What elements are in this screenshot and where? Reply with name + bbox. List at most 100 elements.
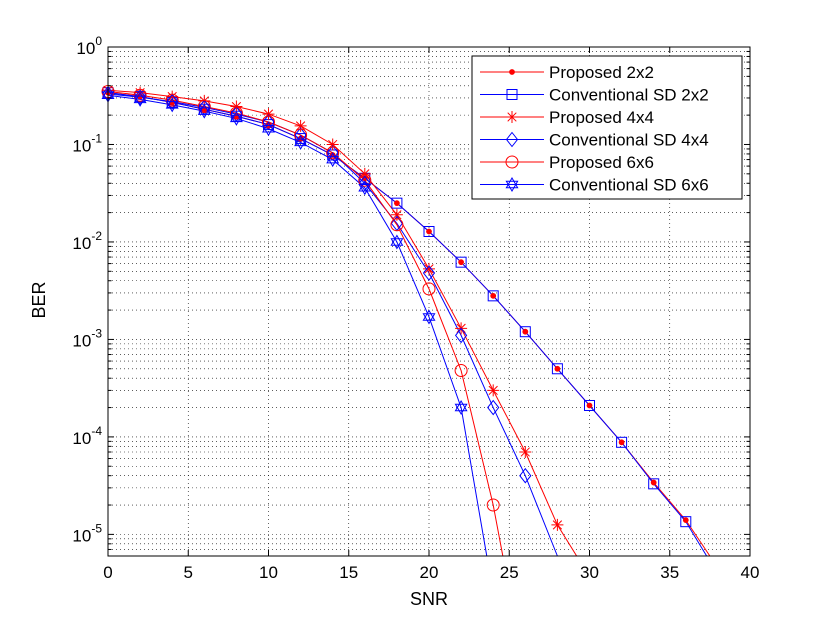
x-tick-label: 0 — [103, 563, 112, 582]
series-6-point — [294, 134, 308, 150]
legend-marker-6 — [505, 176, 519, 193]
legend-marker-1 — [509, 69, 515, 75]
series-6-point-down-triangle — [326, 155, 340, 168]
series-6-point-up-triangle — [358, 180, 372, 192]
series-3-point — [551, 518, 564, 531]
series-5-point — [294, 128, 308, 142]
series-1-point — [586, 402, 593, 409]
legend-marker-5 — [505, 155, 519, 169]
series-6-point-up-triangle — [197, 103, 211, 115]
series-4-point — [487, 399, 500, 416]
series-6-point — [422, 309, 436, 325]
x-tick-label: 10 — [259, 563, 278, 582]
x-tick-labels: 0 5 10 15 20 25 30 35 40 — [103, 563, 759, 582]
x-tick-label: 15 — [339, 563, 358, 582]
series-6-point-down-triangle — [133, 95, 147, 107]
series-6-point-up-triangle — [422, 309, 436, 321]
series-6-point-up-triangle — [262, 121, 275, 133]
series-5-point — [133, 88, 147, 102]
series-4-point — [262, 114, 275, 130]
series-3-point — [326, 138, 339, 151]
legend-marker-2 — [506, 89, 518, 100]
x-tick-label: 20 — [420, 563, 439, 582]
series-6-point-up-triangle — [326, 152, 340, 164]
series-6-point — [262, 121, 275, 137]
y-tick-label: 10-5 — [72, 521, 102, 545]
series-5-point — [262, 115, 275, 129]
series-5-point — [229, 106, 243, 120]
series-markers — [101, 84, 692, 531]
series-5-point — [486, 498, 500, 512]
series-6-point — [229, 110, 243, 126]
x-axis-title: SNR — [410, 589, 448, 609]
series-3-point — [166, 90, 179, 103]
y-tick-label: 10-1 — [72, 131, 102, 155]
series-6-point — [326, 152, 340, 168]
series-5-point — [390, 218, 404, 232]
x-tick-label: 5 — [184, 563, 193, 582]
series-5-point — [165, 93, 179, 107]
series-6-point-down-triangle — [229, 114, 243, 126]
series-5-point — [197, 100, 211, 114]
series-6-point — [165, 97, 179, 113]
series-3-point — [487, 384, 500, 397]
series-6-point-down-triangle — [358, 183, 372, 196]
series-2-point — [551, 363, 563, 375]
series-5-point — [358, 173, 372, 187]
x-tick-label: 30 — [580, 563, 599, 582]
series-2-point — [519, 326, 531, 338]
legend-marker-6-down-triangle — [505, 180, 519, 193]
legend-marker-3 — [506, 111, 518, 123]
series-4-point — [166, 93, 179, 110]
series-6-point-up-triangle — [454, 400, 468, 412]
legend-label-4: Conventional SD 4x4 — [549, 131, 709, 150]
x-tick-label: 40 — [741, 563, 760, 582]
series-3-point — [423, 262, 435, 275]
series-2-point — [648, 478, 660, 490]
series-2-point — [455, 256, 467, 268]
series-6-point — [390, 234, 404, 250]
series-1-point — [682, 517, 689, 524]
series-1-point — [426, 228, 432, 235]
series-6-point-up-triangle — [165, 97, 179, 109]
legend-label-3: Proposed 4x4 — [549, 108, 654, 127]
series-3-point — [294, 119, 307, 132]
series-5-point — [422, 282, 436, 296]
series-6-point — [454, 400, 468, 416]
series-6-point-up-triangle — [229, 110, 243, 123]
y-tick-label: 10-4 — [72, 424, 102, 448]
legend-marker-6-up-triangle — [505, 176, 519, 189]
series-6-point-down-triangle — [422, 313, 436, 325]
series-2-point — [391, 197, 403, 209]
series-6-point — [197, 103, 211, 119]
series-4-point — [454, 327, 468, 344]
legend-label-5: Proposed 6x6 — [549, 153, 654, 172]
legend-label-2: Conventional SD 2x2 — [549, 86, 709, 105]
series-6-point-down-triangle — [454, 403, 468, 416]
series-1-point — [554, 365, 561, 372]
y-tick-labels: 100 10-1 10-2 10-3 10-4 10-5 — [72, 34, 102, 545]
series-1-point — [458, 259, 465, 266]
series-4-point — [358, 175, 371, 192]
series-4-point — [326, 145, 339, 161]
series-1-point — [490, 292, 497, 299]
series-1-point — [618, 439, 625, 446]
series-line-3 — [107, 89, 578, 557]
y-tick-label: 100 — [76, 34, 102, 58]
series-4-point — [422, 265, 436, 281]
legend-box — [471, 55, 743, 200]
series-4-point — [133, 89, 147, 106]
series-4-point — [519, 467, 532, 484]
series-5-point — [326, 146, 340, 160]
y-tick-label: 10-3 — [72, 326, 102, 350]
series-4-point — [230, 106, 243, 122]
legend-marker-4 — [505, 131, 519, 148]
series-6-point-down-triangle — [197, 107, 211, 119]
legend-label-1: Proposed 2x2 — [549, 63, 654, 82]
series-6-point-down-triangle — [165, 101, 179, 113]
series-1-point — [394, 200, 400, 207]
series-2-point — [584, 399, 595, 411]
series-6-point-up-triangle — [294, 134, 308, 147]
legend: Proposed 2x2 Conventional SD 2x2 Proposed … — [471, 55, 743, 200]
